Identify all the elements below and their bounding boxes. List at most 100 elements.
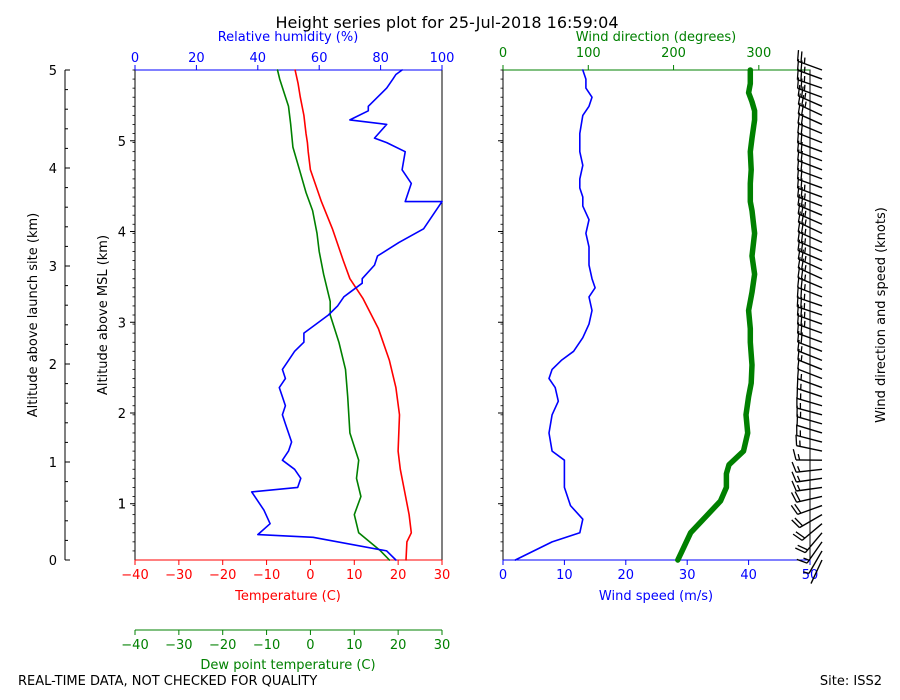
outer-altitude-tick-label: 1 [49,456,57,471]
series-group [250,67,758,563]
wind-barb-flag [804,264,807,272]
wind-barb-staff [796,445,823,452]
wind-barb-staff [797,350,823,362]
rh-tick-label: 80 [372,51,389,66]
wind-barb-flag [800,51,803,63]
wspd-tick-label: 50 [802,568,819,583]
wind-barb-staff [797,204,823,216]
wind-barb-staff [797,196,823,207]
wind-barb-staff [804,532,823,554]
wind-barb-flag [794,503,802,514]
temp-tick-label: 20 [390,568,407,583]
wind-barb-staff [797,368,823,380]
wind-barb-staff [797,150,823,162]
wind-barb-staff [797,169,823,180]
wind-barb-flag [797,202,801,214]
wind-barb-staff [796,486,823,492]
rh-axis-label: Relative humidity (%) [218,30,359,45]
wind-barb-flag [804,101,807,108]
wind-barb-flag [796,475,801,482]
wind-barb-flag [797,247,801,260]
wind-barb-flag [804,274,807,281]
wind-barb-staff [798,258,823,271]
wind-barb-staff [796,477,823,483]
wind-barb-flag [796,50,800,62]
dewpt-tick-label: −40 [121,638,148,653]
dewpt-tick-label: 10 [346,638,363,653]
humidity-series-line [250,69,443,561]
wind-barb-staff [797,306,823,316]
wdir-tick-label: 300 [746,46,771,61]
wind-barb-flag [791,471,797,483]
wind-barb-flag [804,228,807,235]
wind-barb-flag [797,194,801,206]
wdir-axis-label: Wind direction (degrees) [576,30,736,45]
wind-barb-staff [798,267,823,280]
wind-barb-flag [791,461,797,473]
wind-barb-staff [797,213,823,225]
dewpt-axis-label: Dew point temperature (C) [200,658,375,673]
wind-barb-flag [804,255,807,263]
wind-barb-staff [798,103,823,117]
wind-barb-staff [799,514,823,529]
wind-barb-staff [796,424,823,434]
outer-altitude-tick-label: 0 [49,554,57,569]
wind-barb-flag [804,92,807,99]
wind-barb-staff [808,550,823,574]
temp-axis-label: Temperature (C) [234,589,341,604]
wind-barb-flag [804,219,807,226]
wind-barb-flag [790,492,798,503]
wind-barb-staff [796,397,823,407]
site-label: Site: ISS2 [819,674,882,689]
wind-barb-flag [803,184,806,191]
dewpt-tick-label: −30 [165,638,192,653]
temp-tick-label: −30 [165,568,192,583]
temperature-series-line [294,69,413,561]
wind-direction-series-line [675,67,758,563]
wind-barb-flag [804,238,807,245]
wind-barb-flag [803,320,806,327]
wspd-tick-label: 20 [618,568,635,583]
wind-barb-staff [797,95,823,107]
wdir-tick-label: 0 [499,46,507,61]
wind-barb-staff [797,178,823,189]
wind-barb-flag [804,247,807,254]
temp-tick-label: 30 [434,568,451,583]
wind-barb-flag [791,480,797,492]
wind-barb-flag [803,84,806,91]
wind-barb-flag [803,57,806,64]
left-panel-frame [134,69,443,561]
wind-barb-flag [795,547,806,554]
wind-barb-staff [797,132,823,144]
wind-barb-staff [796,416,823,425]
wind-barb-flag [804,210,807,217]
wind-barb-flag [795,531,806,539]
wind-barb-staff [797,187,823,198]
wind-barb-flag [797,453,801,461]
wind-barb-flag [800,195,804,207]
rh-tick-label: 0 [131,51,139,66]
wind-barb-flag [791,519,800,529]
dewpt-tick-label: −10 [253,638,280,653]
wind-barb-flag [800,305,803,317]
rh-tick-label: 20 [188,51,205,66]
dewpt-tick-label: 30 [434,638,451,653]
wind-barb-staff [797,87,823,98]
wind-barb-flag [803,284,806,291]
wind-barb-staff [797,79,823,89]
wind-barb-staff [801,523,823,541]
wind-barb-staff [797,69,823,80]
wind-barb-flag [797,84,801,96]
wind-barb-staff [797,378,823,389]
tick-group: −40 −30 −20 −10 0 10 20 30−40 −30 −20 −10 0 10 20 300 2… [49,46,819,653]
wdir-tick-label: 100 [576,46,601,61]
wind-barb-staff [797,332,823,343]
inner-altitude-tick-label: 4 [118,226,126,241]
wind-barb-flag [800,355,803,362]
wind-barb-staff [810,559,823,584]
wspd-axis-label: Wind speed (m/s) [599,589,713,604]
wind-barb-flag [792,449,797,461]
wind-barb-staff [797,387,823,398]
right-panel-frame [502,69,811,561]
